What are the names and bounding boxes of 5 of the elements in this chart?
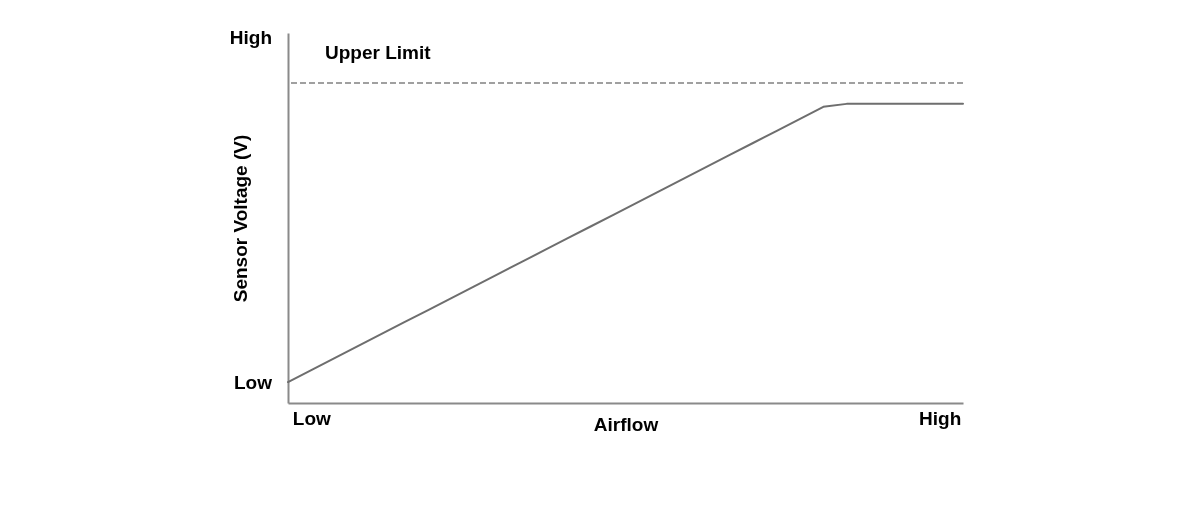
x-axis-title: Airflow [593,413,659,435]
y-axis-title: Sensor Voltage (V) [229,134,251,303]
text: High [229,27,272,48]
text: Low [234,372,273,393]
ref-line-label: Upper Limit [325,41,432,63]
